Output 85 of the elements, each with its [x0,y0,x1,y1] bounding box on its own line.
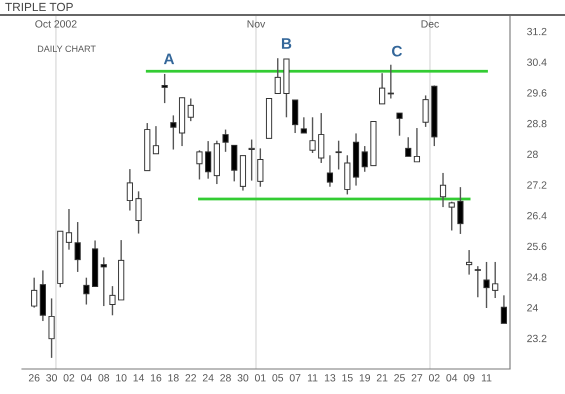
candlestick [326,154,334,188]
candlestick [318,112,324,164]
candlestick [396,112,403,136]
y-tick-label: 30.4 [527,58,547,66]
candlestick [379,72,386,105]
y-tick-label: 29.6 [527,89,546,97]
x-tick-label: 30 [238,374,248,382]
x-tick-label: 11 [482,374,492,382]
candlestick [257,148,264,188]
x-tick-label: 28 [220,374,231,382]
x-tick-label: 16 [150,374,162,382]
x-tick-label: 15 [342,374,353,382]
candlestick [474,265,481,298]
y-tick-label: 31.2 [527,28,546,36]
annotation: DAILY CHART [38,46,96,52]
candlestick [100,256,107,307]
candlestick [74,221,81,273]
x-tick-label: 13 [324,374,336,382]
x-tick-label: 21 [376,374,388,382]
candlestick [109,285,116,316]
candlestick [126,168,133,212]
candlestick [483,261,490,309]
y-tick-label: 27.2 [527,181,546,189]
x-tick-label: 07 [290,374,300,382]
candlestick [300,116,307,134]
x-tick-label: 26 [28,374,40,382]
candlestick [196,150,203,180]
candlestick [205,140,212,180]
candlestick [170,114,176,150]
candlestick [135,190,142,234]
candlestick [66,208,72,250]
x-tick-label: 19 [360,374,370,382]
x-tick-label: 02 [428,374,440,382]
candlestick [362,145,368,172]
x-tick-label: 18 [168,374,179,382]
candlestick [336,140,342,170]
x-tick-label: 25 [394,374,405,382]
annotation: Nov [248,20,266,28]
candlestick [422,94,429,128]
annotation: B [282,38,292,49]
candlestick [222,128,229,153]
x-tick-label: 22 [185,374,196,382]
annotation: Dec [422,20,439,28]
annotation: C [392,46,402,57]
x-tick-label: 27 [412,374,422,382]
candlestick [388,64,394,100]
annotation: Oct 2002 [35,20,77,28]
x-tick-label: 02 [64,374,74,382]
x-tick-label: 10 [116,374,127,382]
x-tick-label: 09 [464,374,474,382]
x-tick-label: 08 [98,374,110,382]
x-tick-label: 11 [308,374,318,382]
y-tick-label: 26.4 [527,212,547,220]
candlestick [405,136,412,158]
y-tick-label: 24 [527,304,538,312]
x-tick-label: 24 [202,374,214,382]
candlestick [31,276,38,308]
candlestick [466,249,472,276]
y-tick-label: 28.8 [527,120,546,128]
candlestick [500,294,508,324]
y-tick-label: 24.8 [527,273,546,281]
y-tick-label: 28 [527,150,538,158]
candlestick [492,261,498,299]
candlestick [162,73,168,104]
candlestick [188,98,194,122]
candlestick [248,138,255,182]
x-tick-label: 01 [254,374,266,382]
x-tick-label: 30 [46,374,57,382]
x-tick-label: 04 [446,374,458,382]
chart-title: TRIPLE TOP [5,2,73,12]
y-tick-label: 23.2 [527,334,546,342]
y-tick-label: 25.6 [527,242,546,250]
candlestick [414,127,420,162]
x-tick-label: 14 [134,374,144,382]
candlestick [457,186,464,235]
annotation: A [164,54,174,64]
candlestick [83,276,90,306]
candlestick [440,172,446,208]
x-tick-label: 04 [80,374,92,382]
candlestick [309,116,316,154]
candlestick [448,201,455,232]
candlestick [274,58,281,94]
candlestick [152,125,160,154]
x-tick-label: 05 [272,374,284,382]
candlestick [48,298,55,359]
